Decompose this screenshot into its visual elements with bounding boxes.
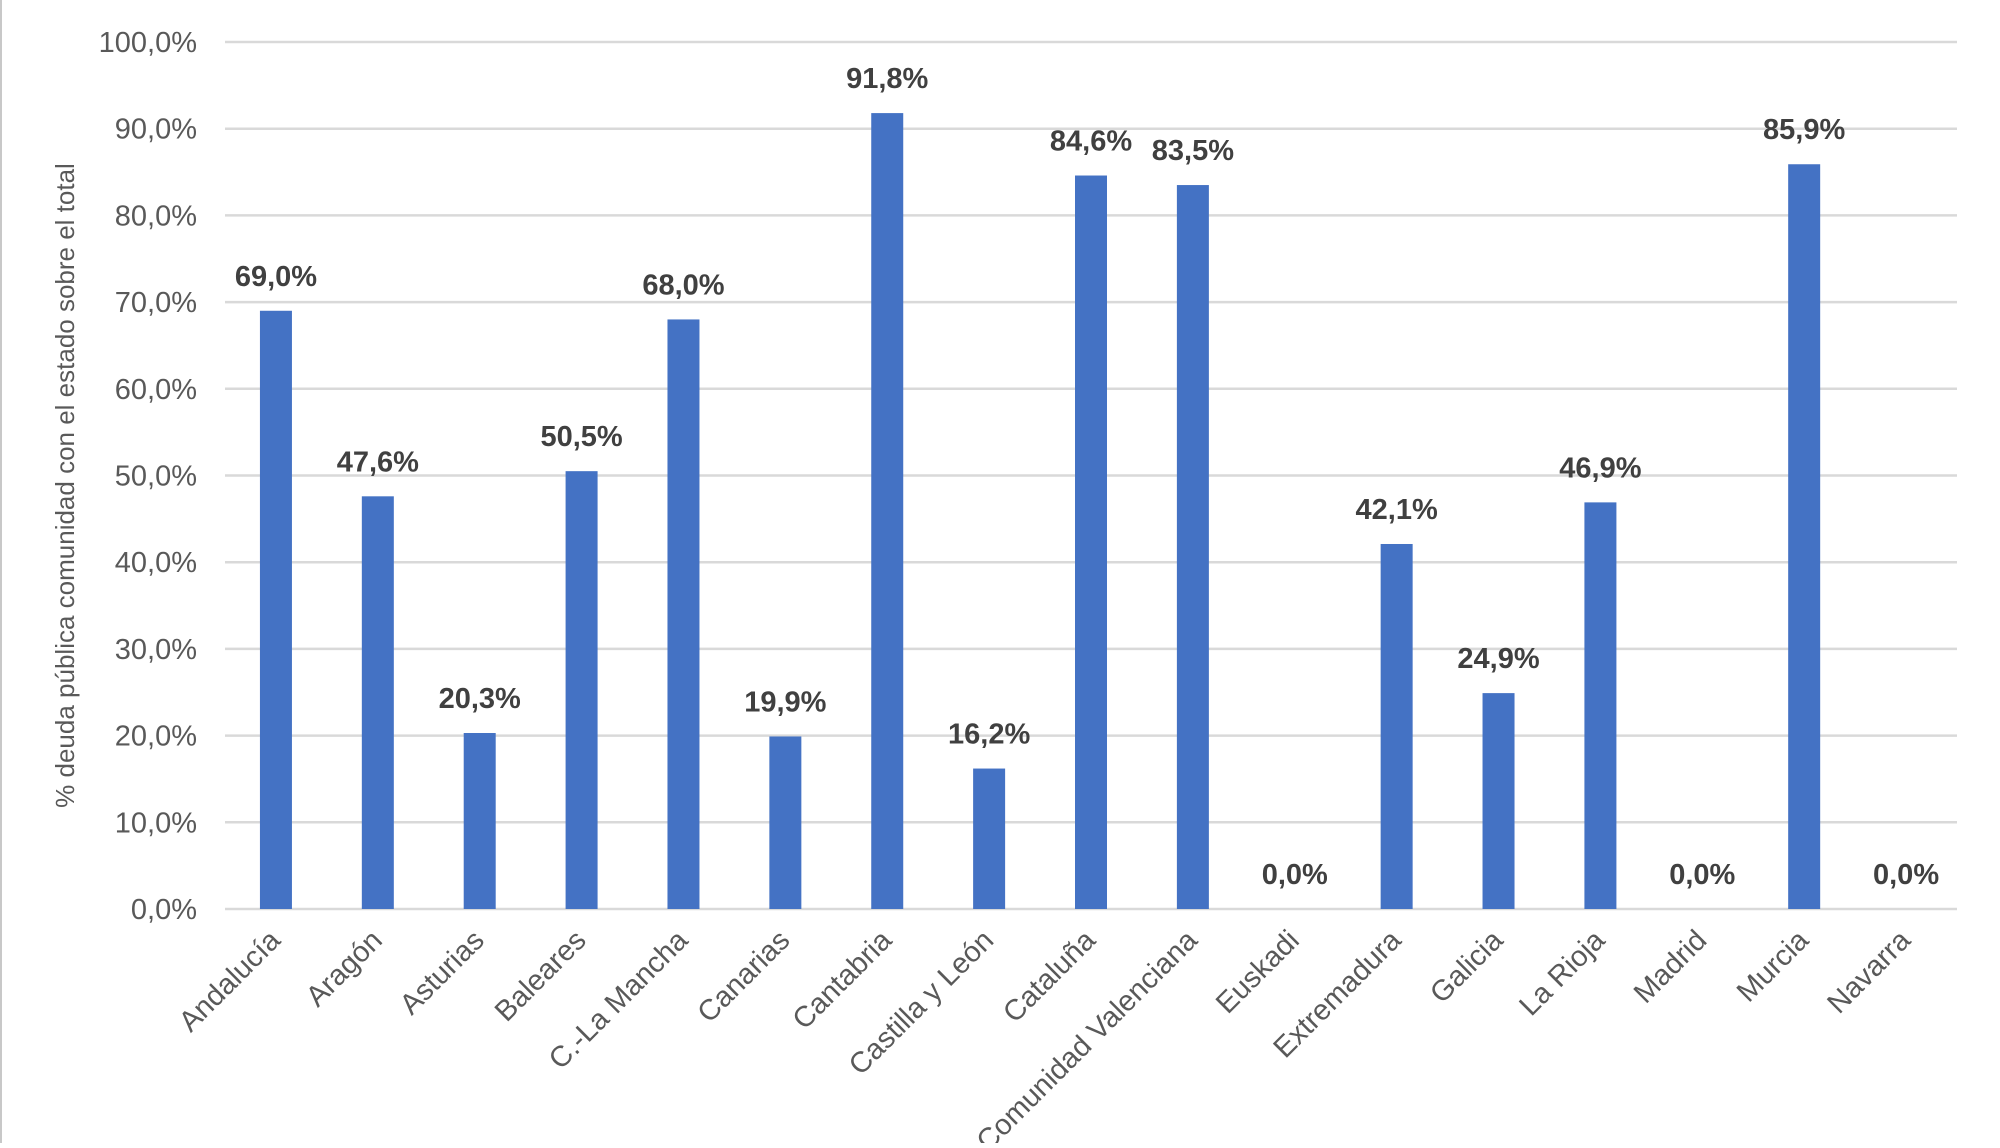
bar: [463, 732, 496, 909]
data-label: 91,8%: [846, 63, 928, 95]
y-axis-title: % deuda pública comunidad con el estado …: [50, 163, 80, 808]
y-tick-label: 100,0%: [99, 27, 197, 59]
data-label: 85,9%: [1763, 114, 1845, 146]
data-label: 24,9%: [1457, 643, 1539, 675]
bar: [361, 496, 394, 909]
data-label: 0,0%: [1262, 859, 1328, 891]
y-tick-label: 30,0%: [115, 634, 197, 666]
data-labels: 69,0% 47,6% 20,3% 50,5% 68,0% 19,9% 91,8% 16,2%…: [235, 63, 1939, 891]
data-label: 84,6%: [1050, 126, 1132, 158]
bar: [1075, 175, 1107, 909]
y-tick-label: 70,0%: [115, 287, 197, 319]
bar: [1584, 502, 1617, 909]
data-label: 16,2%: [948, 719, 1030, 751]
data-label: 68,0%: [642, 269, 724, 301]
y-tick-label: 90,0%: [115, 114, 197, 146]
data-label: 42,1%: [1356, 494, 1438, 526]
bar: [565, 471, 598, 909]
y-tick-label: 50,0%: [115, 461, 197, 493]
data-label: 0,0%: [1669, 859, 1735, 891]
bar: [1176, 185, 1209, 909]
data-label: 0,0%: [1873, 859, 1939, 891]
y-tick-label: 60,0%: [115, 374, 197, 406]
bar: [1380, 543, 1413, 909]
y-tick-label: 80,0%: [115, 200, 197, 232]
data-label: 19,9%: [744, 686, 826, 718]
data-label: 20,3%: [439, 683, 521, 715]
data-label: 46,9%: [1559, 452, 1641, 484]
bar: [871, 113, 904, 910]
data-label: 83,5%: [1152, 135, 1234, 167]
y-tick-label: 40,0%: [115, 547, 197, 579]
y-tick-label: 0,0%: [131, 894, 197, 926]
bars: [259, 113, 1821, 910]
data-label: 47,6%: [337, 446, 419, 478]
bar: [259, 310, 292, 909]
y-axis-ticks: 0,0% 10,0% 20,0% 30,0% 40,0% 50,0% 60,0% 70,0% 8…: [99, 27, 197, 926]
y-tick-label: 20,0%: [115, 721, 197, 753]
bar: [1788, 164, 1821, 909]
bar: [667, 319, 700, 909]
y-tick-label: 10,0%: [115, 807, 197, 839]
bar: [1482, 693, 1515, 909]
data-label: 50,5%: [540, 421, 622, 453]
bar: [769, 736, 802, 909]
data-label: 69,0%: [235, 261, 317, 293]
bar: [973, 768, 1006, 909]
